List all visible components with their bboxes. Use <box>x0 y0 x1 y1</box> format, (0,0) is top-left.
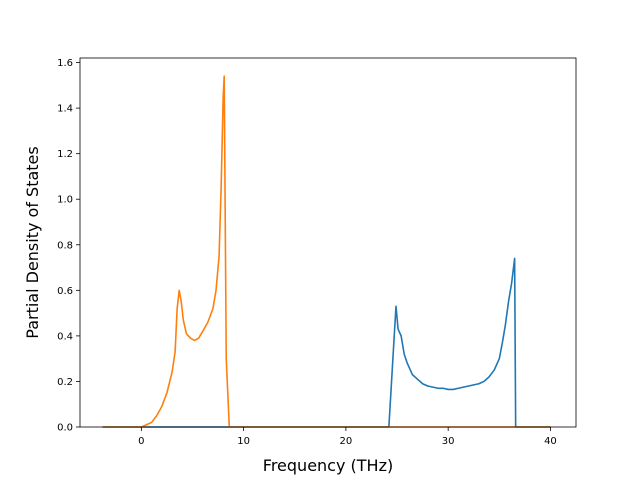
y-tick-label: 0.4 <box>57 331 73 342</box>
x-tick-label: 0 <box>138 436 144 447</box>
y-axis-label: Partial Density of States <box>23 146 42 338</box>
y-tick-label: 1.4 <box>57 104 73 115</box>
y-tick-label: 1.2 <box>57 149 73 160</box>
plot-lines <box>102 75 551 428</box>
series-line-2 <box>102 75 551 428</box>
x-axis-ticks: 0 10 20 30 40 <box>138 427 557 447</box>
x-axis-label: Frequency (THz) <box>263 456 393 475</box>
y-tick-label: 0.2 <box>57 377 73 388</box>
y-tick-label: 0.6 <box>57 286 73 297</box>
series-line-1 <box>102 257 551 428</box>
y-axis-ticks: 0.0 0.2 0.4 0.6 0.8 1.0 1.2 1.4 1.6 <box>57 58 80 434</box>
x-tick-label: 30 <box>442 436 455 447</box>
plot-frame <box>79 57 577 428</box>
y-tick-label: 1.0 <box>57 195 73 206</box>
x-tick-label: 20 <box>340 436 353 447</box>
y-tick-label: 1.6 <box>57 58 73 69</box>
x-tick-label: 10 <box>237 436 250 447</box>
y-tick-label: 0.8 <box>57 240 73 251</box>
y-tick-label: 0.0 <box>57 423 73 434</box>
x-tick-label: 40 <box>544 436 557 447</box>
